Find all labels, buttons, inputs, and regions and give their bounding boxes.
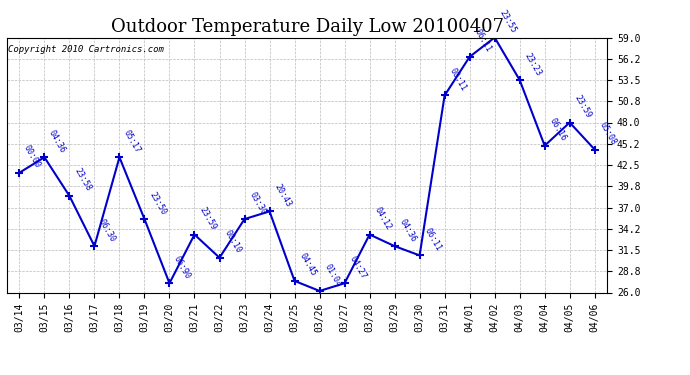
Text: 00:11: 00:11 xyxy=(447,66,468,93)
Text: 23:58: 23:58 xyxy=(72,167,92,193)
Text: 23:23: 23:23 xyxy=(522,51,543,77)
Text: 20:43: 20:43 xyxy=(273,182,293,209)
Text: 04:36: 04:36 xyxy=(47,128,68,154)
Text: 23:59: 23:59 xyxy=(573,94,593,120)
Text: 00:10: 00:10 xyxy=(222,229,243,255)
Text: 03:30: 03:30 xyxy=(247,190,268,216)
Text: 00:00: 00:00 xyxy=(22,144,43,170)
Text: 04:12: 04:12 xyxy=(373,206,393,232)
Text: 06:11: 06:11 xyxy=(473,28,493,54)
Text: 23:55: 23:55 xyxy=(497,9,518,35)
Text: 01:04: 01:04 xyxy=(322,262,343,288)
Text: 05:17: 05:17 xyxy=(122,128,143,154)
Text: Copyright 2010 Cartronics.com: Copyright 2010 Cartronics.com xyxy=(8,45,164,54)
Text: 06:30: 06:30 xyxy=(97,217,117,243)
Text: 06:90: 06:90 xyxy=(172,254,193,280)
Text: 23:59: 23:59 xyxy=(197,206,217,232)
Text: 23:50: 23:50 xyxy=(147,190,168,216)
Text: 04:45: 04:45 xyxy=(297,252,317,278)
Text: 04:27: 04:27 xyxy=(347,254,368,280)
Text: 05:08: 05:08 xyxy=(598,121,618,147)
Text: 06:11: 06:11 xyxy=(422,226,443,253)
Text: 06:16: 06:16 xyxy=(547,117,568,143)
Title: Outdoor Temperature Daily Low 20100407: Outdoor Temperature Daily Low 20100407 xyxy=(110,18,504,36)
Text: 04:36: 04:36 xyxy=(397,217,417,243)
